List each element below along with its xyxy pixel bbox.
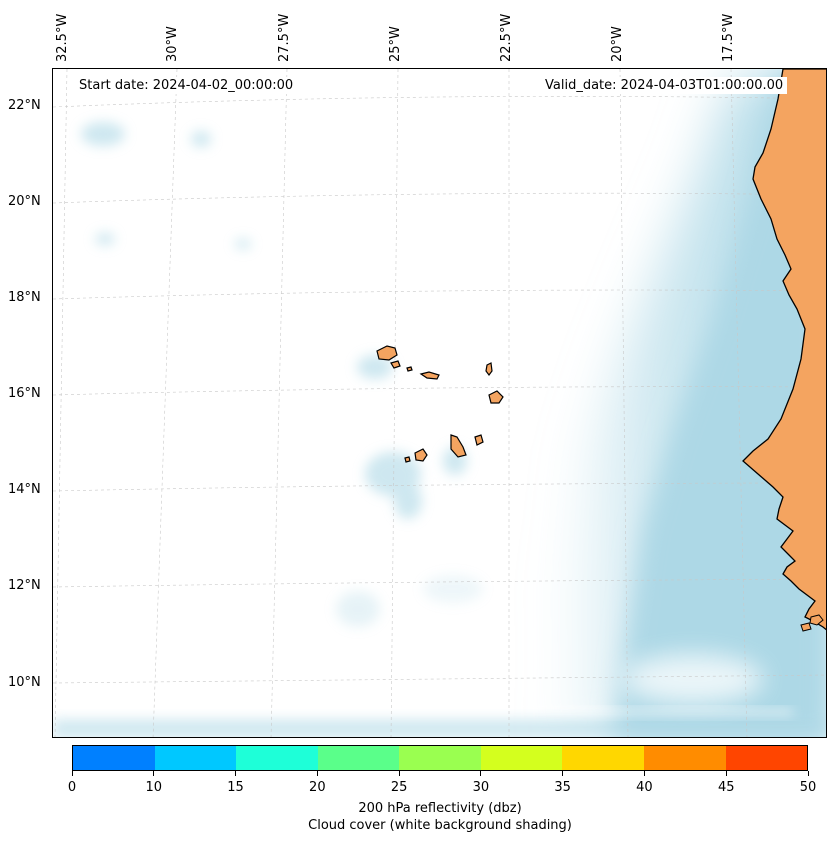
colorbar-tick-label: 35 [554, 780, 571, 795]
lon-label: 30°W [165, 26, 180, 62]
lat-label: 22°N [8, 98, 41, 113]
colorbar-segment [236, 746, 318, 770]
colorbar-segment [154, 746, 237, 770]
africa-coastline [742, 69, 826, 631]
colorbar-segment [399, 746, 481, 770]
colorbar-label: 200 hPa reflectivity (dbz) [358, 801, 522, 816]
colorbar-tick-label: 25 [390, 780, 408, 795]
start-date-label: Start date: 2024-04-02_00:00:00 [75, 77, 298, 94]
map-canvas [53, 69, 826, 737]
colorbar-tick [562, 771, 564, 776]
colorbar-tick-label: 10 [145, 780, 163, 795]
colorbar-segment [725, 746, 808, 770]
colorbar-tick-label: 20 [309, 780, 326, 795]
sal-island [485, 362, 493, 376]
colorbar-tick-label: 40 [636, 780, 653, 795]
santo-antao-island [376, 345, 398, 361]
colorbar-tick [316, 771, 318, 776]
colorbar-tick-label: 30 [472, 780, 490, 795]
fogo-island [414, 448, 428, 462]
colorbar-segment [317, 746, 400, 770]
colorbar-tick [643, 771, 645, 776]
sao-nicolau-island [419, 371, 440, 380]
lat-label: 20°N [8, 194, 41, 209]
lat-label: 18°N [8, 290, 41, 305]
colorbar-segment [73, 746, 155, 770]
colorbar-tick [235, 771, 237, 776]
cape-verde-islands [376, 345, 504, 463]
lon-label: 22.5°W [499, 13, 514, 62]
lat-label: 14°N [8, 482, 41, 497]
boa-vista-island [488, 390, 504, 404]
brava-island [404, 456, 411, 463]
lon-label: 17.5°W [721, 13, 736, 62]
lon-label: 27.5°W [277, 13, 292, 62]
santa-luzia-island [406, 366, 413, 372]
valid-date-label: Valid_date: 2024-04-03T01:00:00.00 [541, 77, 788, 94]
colorbar-tick [807, 771, 809, 776]
lat-label: 12°N [8, 578, 41, 593]
colorbar-tick-label: 45 [717, 780, 735, 795]
colorbar-sublabel: Cloud cover (white background shading) [308, 818, 572, 833]
colorbar-tick [153, 771, 155, 776]
bijagos-island [809, 614, 824, 626]
reflectivity-colorbar [72, 745, 808, 771]
lat-label: 16°N [8, 386, 41, 401]
colorbar-tick [480, 771, 482, 776]
colorbar-segment [562, 746, 644, 770]
colorbar-tick [725, 771, 727, 776]
colorbar-tick [398, 771, 400, 776]
colorbar-segment [643, 746, 726, 770]
colorbar-segment [480, 746, 563, 770]
colorbar-tick-label: 15 [227, 780, 244, 795]
colorbar-tick [71, 771, 73, 776]
cloud-cover-band [53, 69, 826, 737]
cloud-patches [81, 122, 483, 627]
map-panel[interactable] [52, 68, 827, 738]
maio-island [474, 434, 484, 446]
colorbar-tick-label: 50 [799, 780, 817, 795]
lon-label: 20°W [610, 26, 625, 62]
bijagos-island [800, 622, 812, 632]
lon-label: 32.5°W [55, 13, 70, 62]
colorbar-tick-label: 0 [67, 780, 77, 795]
sao-vicente-island [390, 360, 401, 369]
santiago-island [450, 434, 467, 458]
lon-label: 25°W [388, 26, 403, 62]
lat-label: 10°N [8, 675, 41, 690]
graticule [53, 69, 826, 737]
